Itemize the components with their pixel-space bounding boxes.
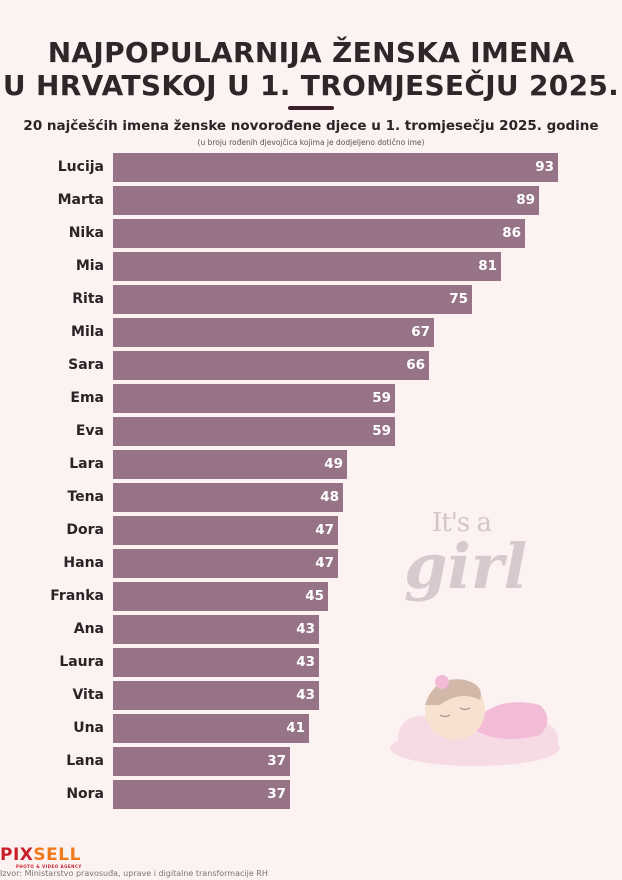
bar-row: Nora 37 (0, 780, 622, 809)
bar-label: Lucija (57, 159, 104, 175)
bar: 47 (113, 516, 338, 545)
bar-label: Vita (72, 687, 104, 703)
bar-value: 37 (267, 753, 286, 769)
bar-label: Marta (57, 192, 104, 208)
bar-label: Nika (68, 225, 104, 241)
bar-value: 59 (372, 390, 391, 406)
title-line-1: NAJPOPULARNIJA ŽENSKA IMENA (47, 36, 575, 69)
logo-subtitle: PHOTO & VIDEO AGENCY (16, 864, 82, 869)
bar-row: Nika 86 (0, 219, 622, 248)
bar-value: 45 (305, 588, 324, 604)
bar-value: 75 (449, 291, 468, 307)
bar-row: Lara 49 (0, 450, 622, 479)
bar-value: 47 (315, 522, 334, 538)
bar-label: Mila (71, 324, 104, 340)
bar-label: Mia (75, 258, 104, 274)
bar-label: Dora (66, 522, 104, 538)
bar-value: 48 (320, 489, 339, 505)
bar-value: 43 (296, 687, 315, 703)
bar-label: Lana (66, 753, 104, 769)
bar-row: Lucija 93 (0, 153, 622, 182)
bar: 43 (113, 648, 319, 677)
chart-subtitle: 20 najčešćih imena ženske novorođene dje… (23, 118, 599, 134)
bar: 66 (113, 351, 429, 380)
bar-label: Laura (59, 654, 104, 670)
bar-label: Franka (50, 588, 104, 604)
bar-label: Tena (67, 489, 104, 505)
its-a-text: It's a (432, 508, 492, 538)
bar-row: Franka 45 (0, 582, 622, 611)
bar: 59 (113, 384, 395, 413)
bar-row: Hana 47 (0, 549, 622, 578)
bar-label: Ana (73, 621, 104, 637)
title-divider (288, 106, 334, 110)
bar: 49 (113, 450, 347, 479)
chart-note: (u broju rođenih djevojčica kojima je do… (197, 138, 425, 147)
bar-value: 81 (478, 258, 497, 274)
bar-value: 66 (406, 357, 425, 373)
bar-label: Una (73, 720, 104, 736)
bar-value: 89 (516, 192, 535, 208)
bar-value: 93 (535, 159, 554, 175)
bar: 45 (113, 582, 328, 611)
title-line-2: U HRVATSKOJ U 1. TROMJESEČJU 2025. (2, 69, 620, 102)
bar-row: Tena 48 (0, 483, 622, 512)
bar: 37 (113, 747, 290, 776)
sleeping-baby-icon (390, 675, 560, 766)
bar: 67 (113, 318, 434, 347)
bar: 75 (113, 285, 472, 314)
bar-row: Rita 75 (0, 285, 622, 314)
bar-value: 43 (296, 654, 315, 670)
bar-value: 43 (296, 621, 315, 637)
bar-label: Nora (66, 786, 104, 802)
bar: 37 (113, 780, 290, 809)
bar-row: Mila 67 (0, 318, 622, 347)
bar-label: Hana (63, 555, 104, 571)
bar-label: Rita (72, 291, 104, 307)
bar-row: Lana 37 (0, 747, 622, 776)
bar: 43 (113, 681, 319, 710)
bar-label: Lara (69, 456, 104, 472)
bar-row: Laura 43 (0, 648, 622, 677)
bar: 47 (113, 549, 338, 578)
bar: 59 (113, 417, 395, 446)
bar-row: Ana 43 (0, 615, 622, 644)
bar-row: Una 41 (0, 714, 622, 743)
bar: 48 (113, 483, 343, 512)
bar-value: 47 (315, 555, 334, 571)
bar: 93 (113, 153, 558, 182)
bar: 89 (113, 186, 539, 215)
bar-row: Dora 47 (0, 516, 622, 545)
bar-row: Ema 59 (0, 384, 622, 413)
bar-value: 37 (267, 786, 286, 802)
bar-row: Eva 59 (0, 417, 622, 446)
bar-row: Marta 89 (0, 186, 622, 215)
bar-row: Mia 81 (0, 252, 622, 281)
girl-text: girl (404, 530, 528, 603)
bar-label: Ema (70, 390, 104, 406)
bar: 81 (113, 252, 501, 281)
bar-value: 59 (372, 423, 391, 439)
page-title: NAJPOPULARNIJA ŽENSKA IMENA U HRVATSKOJ … (0, 36, 622, 102)
bar-value: 67 (411, 324, 430, 340)
source-text: Izvor: Ministarstvo pravosuđa, uprave i … (0, 869, 268, 878)
bar: 41 (113, 714, 309, 743)
bar: 43 (113, 615, 319, 644)
bar-row: Vita 43 (0, 681, 622, 710)
bar-label: Sara (68, 357, 104, 373)
bar-value: 41 (286, 720, 305, 736)
bar-value: 49 (324, 456, 343, 472)
bar-value: 86 (502, 225, 521, 241)
bar-label: Eva (75, 423, 104, 439)
bar-row: Sara 66 (0, 351, 622, 380)
bar: 86 (113, 219, 525, 248)
pixsell-logo: PIXSELL (0, 845, 81, 865)
